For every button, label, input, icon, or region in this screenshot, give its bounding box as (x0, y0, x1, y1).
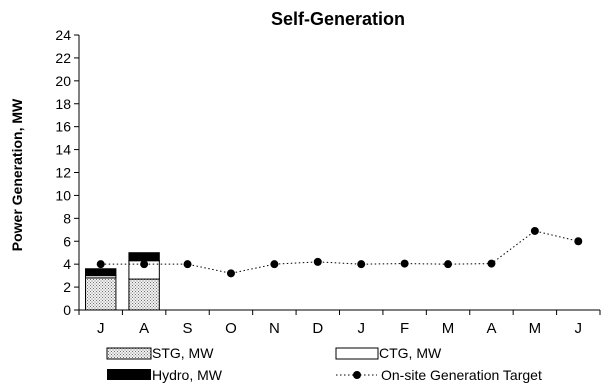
y-axis-label: Power Generation, MW (9, 98, 25, 251)
x-tick-label: J (97, 320, 105, 337)
legend-swatch-stg (106, 347, 152, 360)
x-tick-label: A (486, 320, 496, 337)
legend-label-stg: STG, MW (152, 345, 214, 361)
bar-stg (85, 277, 117, 311)
x-tick-label: F (400, 320, 409, 337)
target-point (574, 237, 583, 246)
x-tick-label: M (442, 320, 455, 337)
bar-hydro (85, 268, 117, 277)
chart-title: Self-Generation (271, 9, 405, 29)
target-point (183, 260, 192, 269)
target-point (530, 226, 539, 235)
legend-item-ctg: CTG, MW (335, 345, 442, 361)
y-tick-label: 4 (63, 256, 71, 272)
y-tick-label: 0 (63, 302, 71, 318)
y-tick-label: 20 (55, 73, 71, 89)
x-tick-label: N (269, 320, 280, 337)
target-point (313, 257, 322, 266)
target-point (357, 260, 366, 269)
target-line-series (96, 226, 583, 278)
y-tick-label: 24 (55, 27, 71, 43)
y-tick-label: 6 (63, 233, 71, 249)
y-tick-label: 14 (55, 142, 71, 158)
y-tick-label: 2 (63, 279, 71, 295)
x-tick-label: A (139, 320, 149, 337)
legend-item-stg: STG, MW (106, 345, 214, 361)
legend-item-hydro: Hydro, MW (107, 367, 223, 383)
y-tick-label: 18 (55, 96, 71, 112)
target-point (226, 269, 235, 278)
y-tick-label: 22 (55, 50, 71, 66)
y-tick-label: 16 (55, 119, 71, 135)
y-tick-label: 8 (63, 210, 71, 226)
legend-swatch-target-marker (353, 371, 361, 379)
legend: STG, MW CTG, MW Hydro, MW On-site Genera… (106, 345, 542, 383)
x-tick-label: D (312, 320, 323, 337)
x-tick-label: J (357, 320, 365, 337)
legend-label-hydro: Hydro, MW (152, 367, 223, 383)
target-line (100, 230, 579, 274)
target-point (270, 260, 279, 269)
legend-item-target: On-site Generation Target (336, 367, 542, 383)
bar-series (85, 252, 160, 311)
legend-label-ctg: CTG, MW (379, 345, 442, 361)
bar-stg (128, 278, 160, 311)
x-tick-label: O (225, 320, 237, 337)
target-point (400, 259, 409, 268)
x-tick-label: J (575, 320, 583, 337)
y-tick-label: 12 (55, 165, 71, 181)
x-tick-label: M (529, 320, 542, 337)
legend-label-target: On-site Generation Target (381, 367, 542, 383)
bar-hydro (128, 252, 160, 262)
legend-swatch-hydro (107, 369, 151, 380)
target-point (96, 260, 105, 269)
target-point (444, 260, 453, 269)
y-tick-label: 10 (55, 187, 71, 203)
target-point (487, 259, 496, 268)
x-tick-label: S (183, 320, 193, 337)
legend-swatch-ctg (335, 347, 379, 360)
target-point (140, 260, 149, 269)
